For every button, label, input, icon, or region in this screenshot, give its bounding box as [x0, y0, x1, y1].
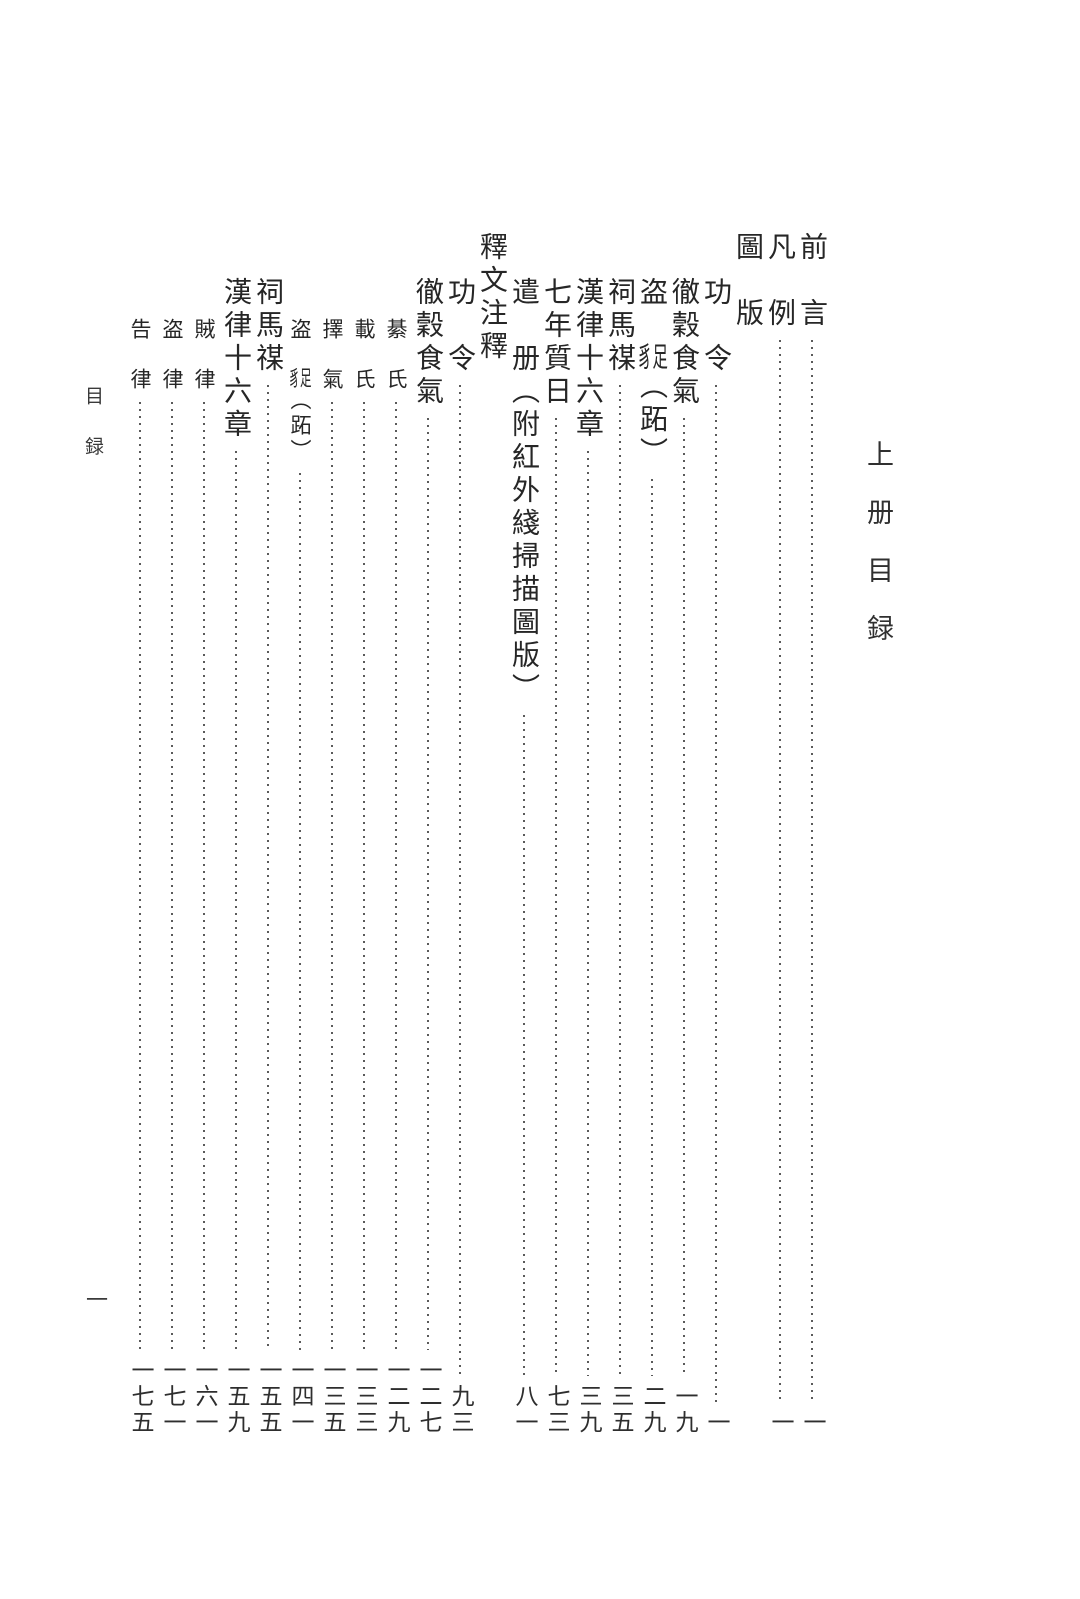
dotted-leader [811, 340, 813, 1402]
toc-entry: 擇 氣一三五 [316, 232, 348, 1436]
dotted-leader [619, 385, 621, 1376]
toc-entry-page-number: 二九 [639, 1384, 665, 1436]
toc-entry: 釋文注釋 [476, 232, 509, 1436]
toc-entry-title: 盗 豸足（跖） [636, 277, 669, 470]
toc-entry-page-number: 一七五 [127, 1358, 153, 1436]
toc-entry: 徹穀食氣 一九 [668, 232, 701, 1436]
toc-entry-page-number: 一九 [671, 1384, 697, 1436]
toc-entry: 祠馬禖 一五五 [252, 232, 285, 1436]
toc-entry: 載 氏一三三 [348, 232, 380, 1436]
toc-entry: 圖 版 [732, 232, 765, 1436]
toc-entry-page-number: 一二九 [383, 1358, 409, 1436]
dotted-leader [459, 385, 461, 1376]
dotted-leader [715, 385, 717, 1402]
toc-entry-title: 載 氏 [352, 318, 376, 393]
dotted-leader [363, 402, 365, 1350]
dotted-leader [779, 340, 781, 1402]
toc-entry-page-number: 一 [799, 1410, 825, 1436]
toc: 前 言一凡 例一圖 版功 令一徹穀食氣 一九盗 豸足（跖） 二九 祠馬禖 三五 漢律十六章… [124, 232, 829, 1436]
toc-entry-page-number: 一三五 [319, 1358, 345, 1436]
toc-entry: 賊 律一六一 [188, 232, 220, 1436]
toc-entry-page-number: 一五五 [255, 1358, 281, 1436]
toc-entry-title: 功 令 [700, 277, 733, 376]
toc-entry-title: 告 律 [128, 318, 152, 393]
toc-entry-page-number: 一四一 [287, 1358, 313, 1436]
toc-entry: 遣 册（附紅外綫掃描圖版） 八一 [508, 232, 541, 1436]
toc-entry: 漢律十六章 三九 [572, 232, 605, 1436]
variant-character: 豸足 [637, 343, 668, 371]
toc-entry-title: 遣 册（附紅外綫掃描圖版） [508, 277, 541, 706]
toc-entry: 前 言一 [796, 232, 829, 1436]
toc-entry-title: 圖 版 [732, 232, 765, 331]
dotted-leader [299, 473, 301, 1350]
toc-entry: 盗 律一七一 [156, 232, 188, 1436]
toc-entry: 七年質日 七三 [540, 232, 573, 1436]
toc-entry-page-number: 一六一 [191, 1358, 217, 1436]
dotted-leader [331, 402, 333, 1350]
variant-character: 豸足 [288, 368, 312, 389]
toc-entry: 凡 例一 [764, 232, 797, 1436]
toc-entry-title: 盗 律 [160, 318, 184, 393]
toc-entry-title: 漢律十六章 [572, 277, 605, 442]
toc-entry-title: 賊 律 [192, 318, 216, 393]
toc-entry-title: 擇 氣 [320, 318, 344, 393]
toc-entry: 功 令九三 [444, 232, 477, 1436]
folio-number: 一 [82, 1288, 107, 1310]
toc-entry-title: 徹穀食氣 [668, 277, 701, 409]
toc-entry: 祠馬禖 三五 [604, 232, 637, 1436]
volume-title: 上册目録 [862, 440, 893, 673]
dotted-leader [171, 402, 173, 1350]
dotted-leader [651, 479, 653, 1376]
dotted-leader [523, 715, 525, 1376]
toc-entry-title: 綦 氏 [384, 318, 408, 393]
toc-entry-title: 祠馬禖 [252, 277, 285, 376]
dotted-leader [203, 402, 205, 1350]
dotted-leader [683, 418, 685, 1376]
toc-entry-page-number: 一五九 [223, 1358, 249, 1436]
toc-entry: 徹穀食氣 一二七 [412, 232, 445, 1436]
dotted-leader [587, 451, 589, 1376]
toc-entry-title: 前 言 [796, 232, 829, 331]
toc-entry-page-number: 一二七 [415, 1358, 441, 1436]
toc-entry-title: 凡 例 [764, 232, 797, 331]
toc-entry: 綦 氏一二九 [380, 232, 412, 1436]
dotted-leader [235, 451, 237, 1350]
toc-entry-title: 七年質日 [540, 277, 573, 409]
toc-entry-page-number: 三九 [575, 1384, 601, 1436]
margin-header: 目録 [82, 386, 104, 487]
toc-entry-title: 盗 豸足（跖） [288, 318, 312, 464]
toc-entry: 漢律十六章 一五九 [220, 232, 253, 1436]
toc-entry: 功 令一 [700, 232, 733, 1436]
toc-entry-page-number: 一 [767, 1410, 793, 1436]
toc-entry-page-number: 七三 [543, 1384, 569, 1436]
dotted-leader [555, 418, 557, 1376]
toc-entry-page-number: 一七一 [159, 1358, 185, 1436]
toc-entry: 盗 豸足（跖） 一四一 [284, 232, 316, 1436]
toc-entry-title: 祠馬禖 [604, 277, 637, 376]
toc-entry-page-number: 九三 [447, 1384, 473, 1436]
toc-entry-title: 徹穀食氣 [412, 277, 445, 409]
toc-entry: 盗 豸足（跖） 二九 [636, 232, 669, 1436]
toc-entry-title: 釋文注釋 [476, 232, 509, 364]
toc-entry-page-number: 一三三 [351, 1358, 377, 1436]
dotted-leader [427, 418, 429, 1350]
toc-entry: 告 律一七五 [124, 232, 156, 1436]
dotted-leader [267, 385, 269, 1350]
dotted-leader [395, 402, 397, 1350]
toc-entry-page-number: 三五 [607, 1384, 633, 1436]
toc-entry-page-number: 八一 [511, 1384, 537, 1436]
toc-entry-title: 漢律十六章 [220, 277, 253, 442]
dotted-leader [139, 402, 141, 1350]
toc-entry-title: 功 令 [444, 277, 477, 376]
toc-entry-page-number: 一 [703, 1410, 729, 1436]
